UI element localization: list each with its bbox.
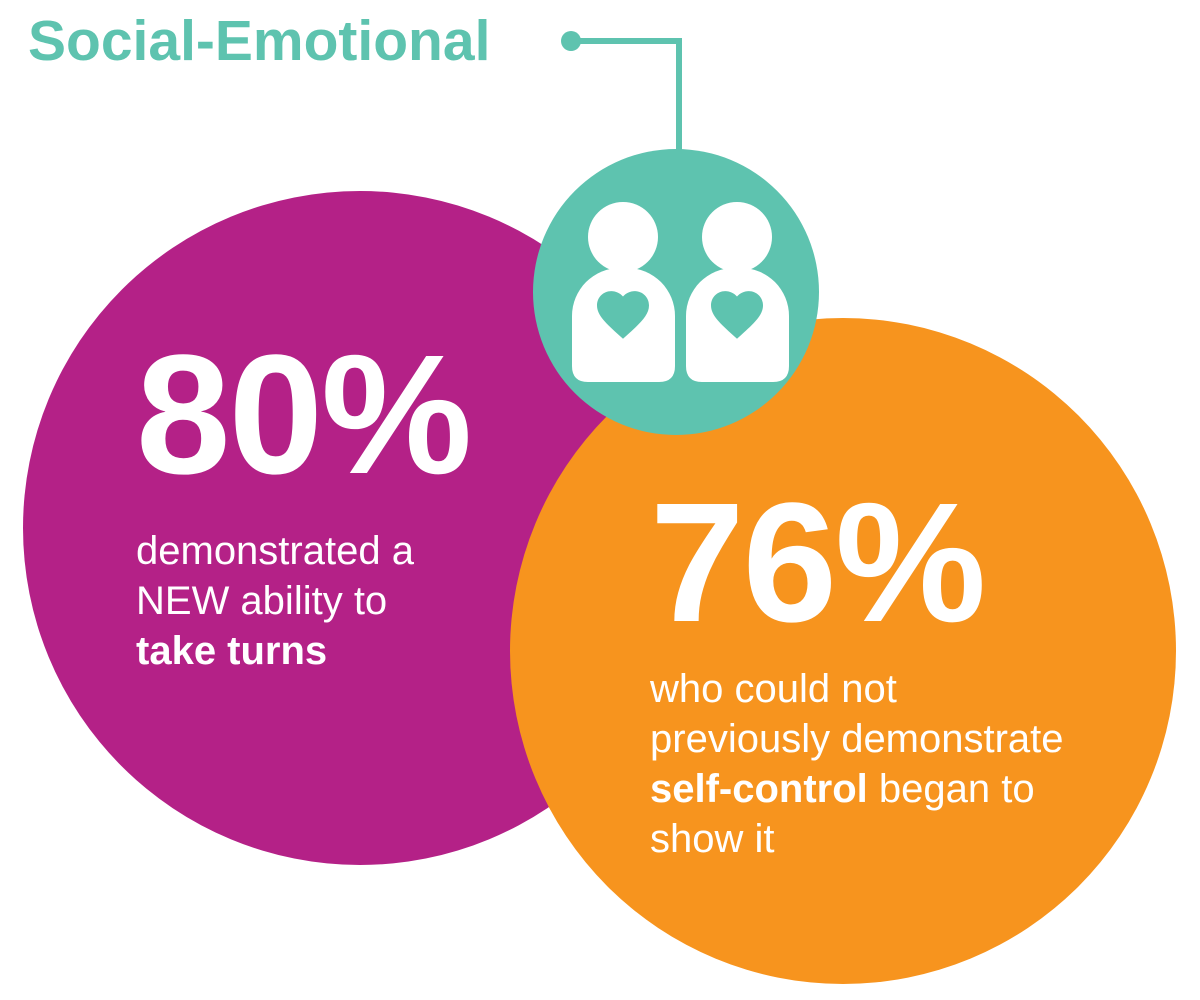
connector-vertical-line bbox=[676, 38, 682, 154]
self-control-stat-circle bbox=[510, 318, 1176, 984]
self-control-percentage: 76% bbox=[650, 468, 986, 658]
self-control-line1: who could not bbox=[650, 667, 897, 711]
self-control-line3-bold: self-control bbox=[650, 767, 868, 811]
self-control-line2: previously demonstrate bbox=[650, 717, 1064, 761]
take-turns-line3: take turns bbox=[136, 629, 328, 673]
take-turns-line2: NEW ability to bbox=[136, 579, 388, 623]
self-control-description: who could not previously demonstrate sel… bbox=[650, 664, 1064, 864]
take-turns-line1: demonstrated a bbox=[136, 529, 414, 573]
take-turns-description: demonstrated a NEW ability to take turns bbox=[136, 526, 414, 676]
self-control-line3: self-control began to bbox=[650, 764, 1064, 814]
category-icon-badge bbox=[533, 149, 819, 435]
self-control-line4: show it bbox=[650, 817, 775, 861]
take-turns-percentage: 80% bbox=[136, 320, 472, 510]
category-title: Social-Emotional bbox=[28, 9, 491, 73]
self-control-line3-rest: began to bbox=[867, 767, 1035, 811]
two-people-with-hearts-icon bbox=[572, 202, 789, 382]
connector-horizontal-line bbox=[571, 38, 681, 44]
